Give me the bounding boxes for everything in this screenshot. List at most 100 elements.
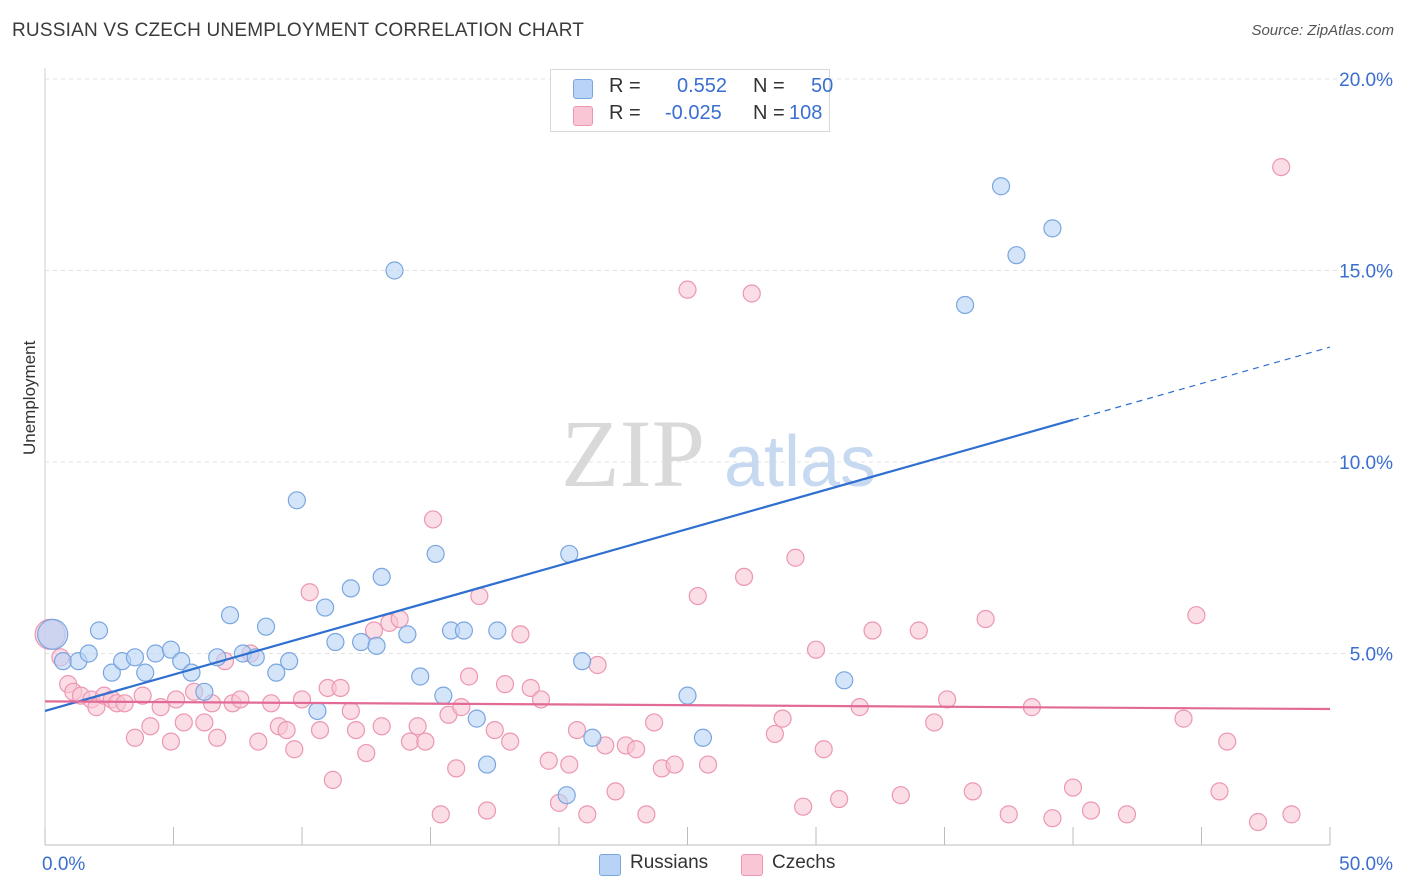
russians-point-45 [835,671,854,690]
czechs-point-38 [346,720,366,740]
czechs-point-39 [357,743,376,763]
czechs-point-105 [1248,812,1268,832]
russians-point-48 [1007,246,1026,265]
russians-point-11 [172,652,191,671]
czechs-point-77 [698,755,718,774]
czechs-point-66 [588,655,607,675]
russians-point-5 [102,663,121,682]
czechs-point-26 [249,732,268,751]
watermark-zip: ZIP [561,400,705,507]
czechs-point-70 [626,740,646,759]
czechs-point-61 [539,751,558,770]
russians-point-36 [467,709,486,728]
tick-labels: 5.0% 10.0% 15.0% 20.0% 0.0% 50.0% [42,70,1393,875]
trend-lines [44,346,1331,713]
czechs-point-32 [300,583,319,602]
watermark-atlas: atlas [724,422,876,502]
czechs-point-12 [133,686,152,705]
russians-trend-line [44,418,1074,713]
czechs-point-24 [231,690,250,709]
russians-point-29 [385,261,404,280]
czechs-point-102 [1187,606,1206,625]
russians-point-44 [693,728,713,747]
czechs-point-33 [310,720,330,740]
czechs-swatch [573,106,593,126]
czechs-point-59 [521,678,540,698]
watermark: ZIP atlas [561,400,876,507]
czechs-point-54 [477,801,497,820]
czechs-point-63 [560,755,579,774]
russians-point-22 [308,701,327,721]
czechs-point-44 [400,732,420,751]
russians-point-41 [583,728,602,747]
czechs-point-45 [408,717,427,736]
russians-point-38 [488,621,507,640]
russians-point-23 [316,598,335,617]
y-tick-label-0: 5.0% [1350,645,1393,666]
czechs-point-41 [372,717,391,736]
russians-point-33 [434,686,453,705]
czechs-point-50 [447,759,466,778]
axes [44,68,1331,846]
russians-point-46 [955,295,975,315]
russians-swatch [573,79,593,99]
czechs-point-37 [341,701,360,721]
y-axis-label: Unemployment [20,340,39,455]
czechs-point-64 [567,720,587,740]
legend-n-label: N = [753,75,785,97]
czechs-trend-line [44,700,1331,711]
czechs-point-11 [125,728,145,747]
czechs-point-47 [423,510,443,529]
czechs-point-89 [891,786,910,805]
russians-point-3 [79,644,98,663]
russians-point-21 [287,491,306,510]
czechs-point-55 [485,720,504,740]
russians-point-30 [398,625,417,644]
czechs-point-75 [678,280,697,299]
czechs-point-93 [963,782,982,801]
russians-point-37 [477,755,497,774]
czechs-point-86 [830,789,849,809]
russians-point-24 [326,632,345,652]
czechs-point-21 [208,728,227,747]
russians-point-18 [256,617,276,636]
czechs-point-83 [794,797,813,816]
czechs-point-31 [292,690,312,709]
source-label: Source: ZipAtlas.com [1251,22,1394,39]
russians-point-43 [678,686,697,705]
russians-point-42 [557,786,576,805]
czechs-point-72 [644,713,664,732]
russians-point-8 [136,663,155,682]
czechs-point-84 [806,640,826,659]
russians-point-9 [146,644,165,663]
czechs-point-104 [1218,732,1237,751]
russians-point-32 [426,544,445,564]
czechs-point-82 [786,548,805,567]
correlation-legend: R = 0.552 N = 50 R = -0.025 N = 108 [550,69,833,132]
czechs-point-80 [765,724,784,744]
russians-point-31 [411,667,430,686]
czechs-point-100 [1117,805,1137,824]
legend-r-label: R = [609,75,641,97]
czechs-point-13 [141,717,160,736]
czechs-point-99 [1081,801,1101,820]
czechs-point-88 [863,621,882,640]
russians-point-0 [37,618,69,650]
chart-title: RUSSIAN VS CZECH UNEMPLOYMENT CORRELATIO… [12,20,585,41]
czechs-point-68 [606,782,625,801]
russians-point-47 [991,177,1011,196]
czechs-point-76 [688,586,707,606]
czechs-point-51 [452,698,471,717]
czechs-point-107 [1282,805,1301,824]
y-tick-label-3: 20.0% [1339,70,1393,91]
czechs-point-65 [578,805,597,824]
czechs-point-92 [937,690,957,709]
czechs-point-74 [665,755,684,774]
czechs-point-35 [323,770,342,789]
y-tick-label-1: 10.0% [1339,453,1393,474]
czechs-point-103 [1210,782,1229,801]
russians-point-4 [89,621,109,640]
russians-point-13 [195,682,214,701]
czechs-point-95 [999,805,1018,824]
russians-point-40 [573,652,592,671]
